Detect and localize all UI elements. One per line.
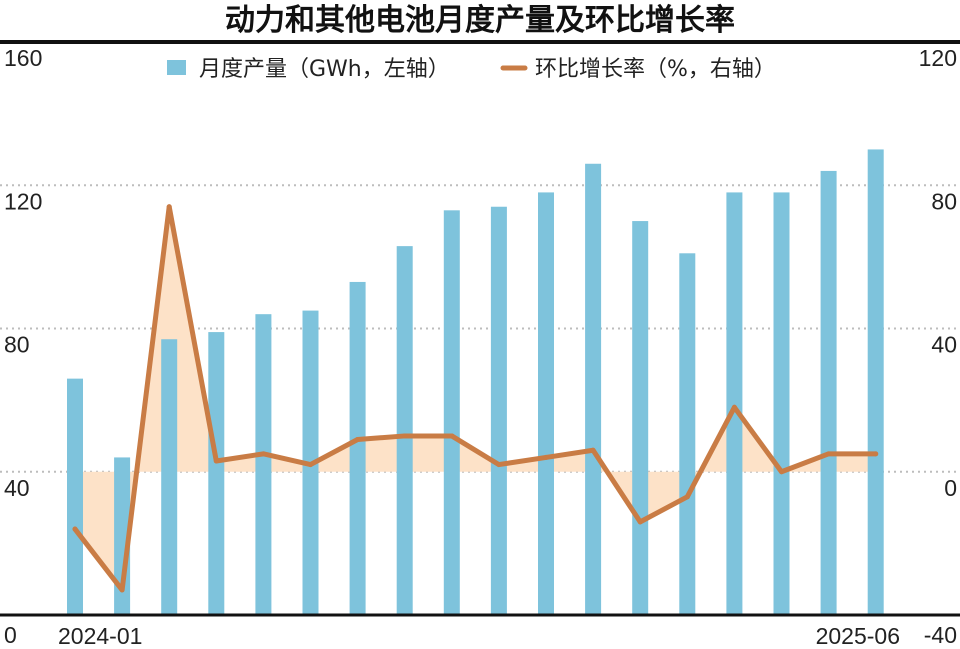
growth-line-path bbox=[72, 204, 879, 593]
bar-2025-05 bbox=[820, 170, 837, 616]
growth-line bbox=[72, 204, 879, 593]
x-tick-label: 2025-06 bbox=[816, 623, 900, 649]
right-tick-label: 120 bbox=[919, 45, 957, 71]
growth-point-2025-02 bbox=[684, 494, 690, 500]
growth-point-2025-01 bbox=[637, 519, 643, 525]
bar-2025-01 bbox=[632, 221, 649, 615]
legend-label-production: 月度产量（GWh，左轴） bbox=[199, 57, 450, 82]
chart-title: 动力和其他电池月度产量及环比增长率 bbox=[225, 3, 735, 38]
x-tick-label: 2024-01 bbox=[58, 623, 142, 649]
growth-point-2024-05 bbox=[260, 451, 266, 457]
left-tick-label: 120 bbox=[4, 188, 42, 214]
bar-2024-08 bbox=[396, 246, 413, 615]
bar-2024-07 bbox=[349, 281, 366, 615]
right-tick-label: 0 bbox=[944, 475, 957, 501]
bar-2025-04 bbox=[773, 192, 790, 615]
bar-2024-10 bbox=[490, 206, 507, 616]
growth-point-2025-04 bbox=[779, 469, 784, 475]
growth-point-2024-04 bbox=[213, 458, 219, 464]
right-tick-label: 40 bbox=[931, 332, 957, 358]
growth-point-2024-10 bbox=[496, 462, 502, 468]
left-tick-label: 40 bbox=[4, 475, 30, 501]
growth-point-2024-07 bbox=[355, 437, 361, 443]
growth-point-2024-11 bbox=[543, 454, 549, 460]
left-tick-label: 80 bbox=[4, 332, 30, 358]
production-bars bbox=[67, 149, 884, 616]
right-tick-label: 80 bbox=[931, 188, 957, 214]
growth-point-2024-09 bbox=[449, 433, 455, 439]
legend-label-growth: 环比增长率（%，右轴） bbox=[535, 57, 776, 82]
bar-2024-11 bbox=[538, 192, 554, 615]
right-tick-label: -40 bbox=[924, 622, 957, 648]
bar-2025-02 bbox=[679, 253, 696, 615]
growth-point-2025-06 bbox=[873, 451, 879, 457]
growth-point-2025-05 bbox=[826, 451, 832, 457]
axes: 0 40 80 120 160 -40 0 40 80 120 2024-01 2025-06 bbox=[0, 45, 960, 649]
growth-area-fill bbox=[75, 206, 876, 590]
growth-point-2024-01 bbox=[72, 526, 78, 532]
growth-area bbox=[75, 206, 876, 590]
growth-point-2024-02 bbox=[119, 587, 125, 593]
growth-point-2024-03 bbox=[166, 204, 172, 210]
left-tick-label: 0 bbox=[4, 622, 17, 648]
bar-2024-12 bbox=[585, 163, 602, 615]
bar-2024-05 bbox=[255, 314, 272, 615]
growth-point-2024-12 bbox=[590, 447, 596, 453]
growth-point-2025-03 bbox=[731, 404, 737, 410]
left-tick-label: 160 bbox=[4, 45, 42, 71]
bar-2025-03 bbox=[726, 192, 743, 615]
bar-2024-01 bbox=[67, 378, 83, 615]
bar-2024-09 bbox=[443, 210, 460, 615]
growth-point-2024-08 bbox=[402, 433, 408, 439]
growth-point-2024-06 bbox=[308, 462, 313, 468]
bar-2024-03 bbox=[161, 339, 178, 615]
bar-2024-04 bbox=[208, 332, 225, 615]
legend: 月度产量（GWh，左轴） 环比增长率（%，右轴） bbox=[167, 57, 776, 82]
bar-2025-06 bbox=[867, 149, 884, 615]
legend-swatch-bar bbox=[167, 60, 186, 75]
